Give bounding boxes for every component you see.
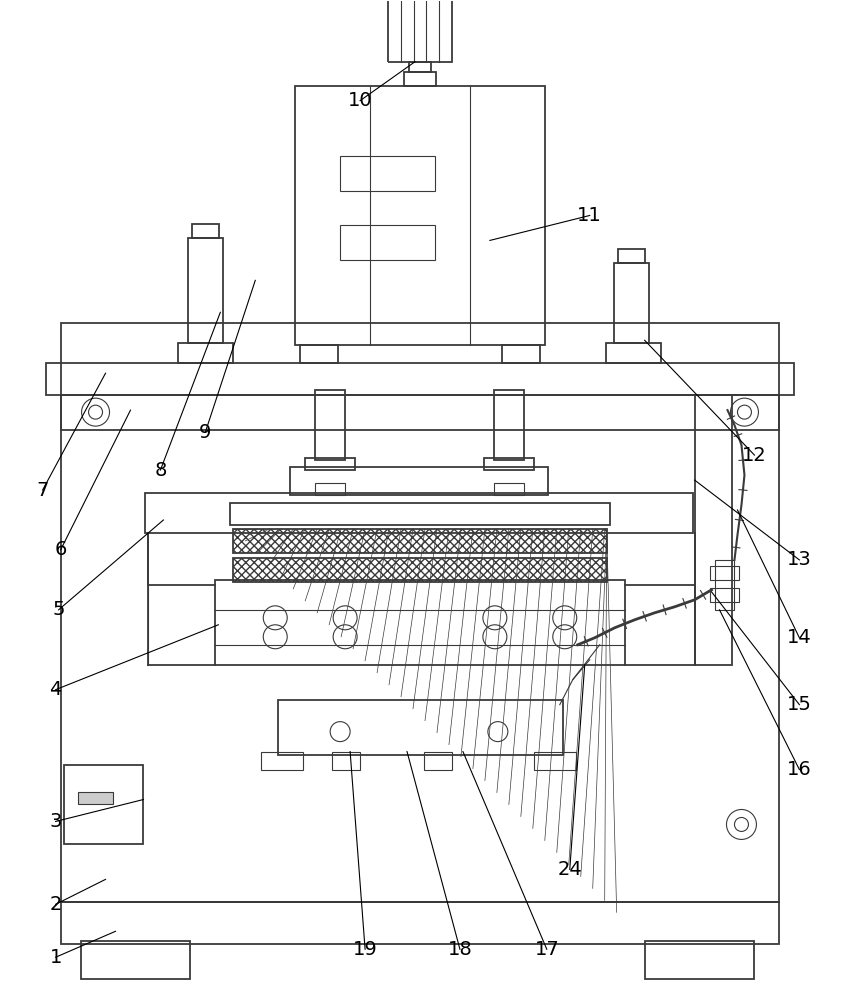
Bar bbox=[534, 752, 576, 770]
Bar bbox=[340, 225, 435, 260]
Text: 17: 17 bbox=[534, 940, 559, 959]
Bar bbox=[64, 765, 144, 844]
Bar bbox=[233, 529, 606, 553]
Bar bbox=[300, 345, 338, 363]
Bar bbox=[295, 86, 545, 345]
Text: 15: 15 bbox=[787, 695, 812, 714]
Bar bbox=[178, 343, 233, 363]
Bar bbox=[494, 483, 524, 495]
Bar bbox=[315, 390, 345, 460]
Bar bbox=[278, 700, 563, 755]
Text: 4: 4 bbox=[50, 680, 61, 699]
Bar bbox=[409, 62, 431, 72]
Bar bbox=[215, 580, 625, 665]
Bar bbox=[606, 343, 660, 363]
Bar bbox=[710, 566, 739, 580]
Text: 24: 24 bbox=[558, 860, 582, 879]
Bar bbox=[617, 249, 645, 263]
Bar bbox=[45, 363, 795, 395]
Bar bbox=[290, 467, 547, 495]
Text: 7: 7 bbox=[36, 481, 49, 500]
Text: 5: 5 bbox=[52, 600, 65, 619]
Bar bbox=[484, 458, 534, 470]
Text: 16: 16 bbox=[787, 760, 812, 779]
Bar bbox=[61, 395, 780, 430]
Bar bbox=[710, 588, 739, 602]
Text: 13: 13 bbox=[787, 550, 812, 569]
Bar bbox=[695, 395, 733, 665]
Bar bbox=[262, 752, 304, 770]
Bar bbox=[315, 483, 345, 495]
Bar bbox=[332, 752, 360, 770]
Text: 18: 18 bbox=[447, 940, 473, 959]
Bar bbox=[61, 902, 780, 944]
Text: 2: 2 bbox=[50, 895, 61, 914]
Text: 12: 12 bbox=[742, 446, 767, 465]
Text: 19: 19 bbox=[352, 940, 378, 959]
Bar bbox=[230, 503, 610, 525]
Bar bbox=[81, 941, 190, 979]
Bar bbox=[233, 558, 606, 582]
Bar bbox=[340, 156, 435, 191]
Bar bbox=[388, 0, 452, 62]
Bar bbox=[404, 72, 436, 86]
Bar bbox=[614, 263, 648, 343]
Text: 10: 10 bbox=[348, 91, 373, 110]
Text: 1: 1 bbox=[50, 948, 61, 967]
Bar bbox=[645, 941, 754, 979]
Bar bbox=[305, 458, 355, 470]
Text: 11: 11 bbox=[577, 206, 602, 225]
Text: 3: 3 bbox=[50, 812, 61, 831]
Text: 14: 14 bbox=[787, 628, 812, 647]
Bar bbox=[193, 224, 220, 238]
Text: 6: 6 bbox=[55, 540, 66, 559]
Bar bbox=[188, 238, 224, 343]
Bar bbox=[502, 345, 540, 363]
Bar bbox=[61, 323, 780, 902]
Text: 9: 9 bbox=[199, 423, 212, 442]
Bar bbox=[715, 560, 734, 610]
Bar bbox=[77, 792, 113, 804]
Text: 8: 8 bbox=[154, 461, 167, 480]
Bar bbox=[424, 752, 452, 770]
Bar bbox=[494, 390, 524, 460]
Bar bbox=[145, 493, 692, 533]
